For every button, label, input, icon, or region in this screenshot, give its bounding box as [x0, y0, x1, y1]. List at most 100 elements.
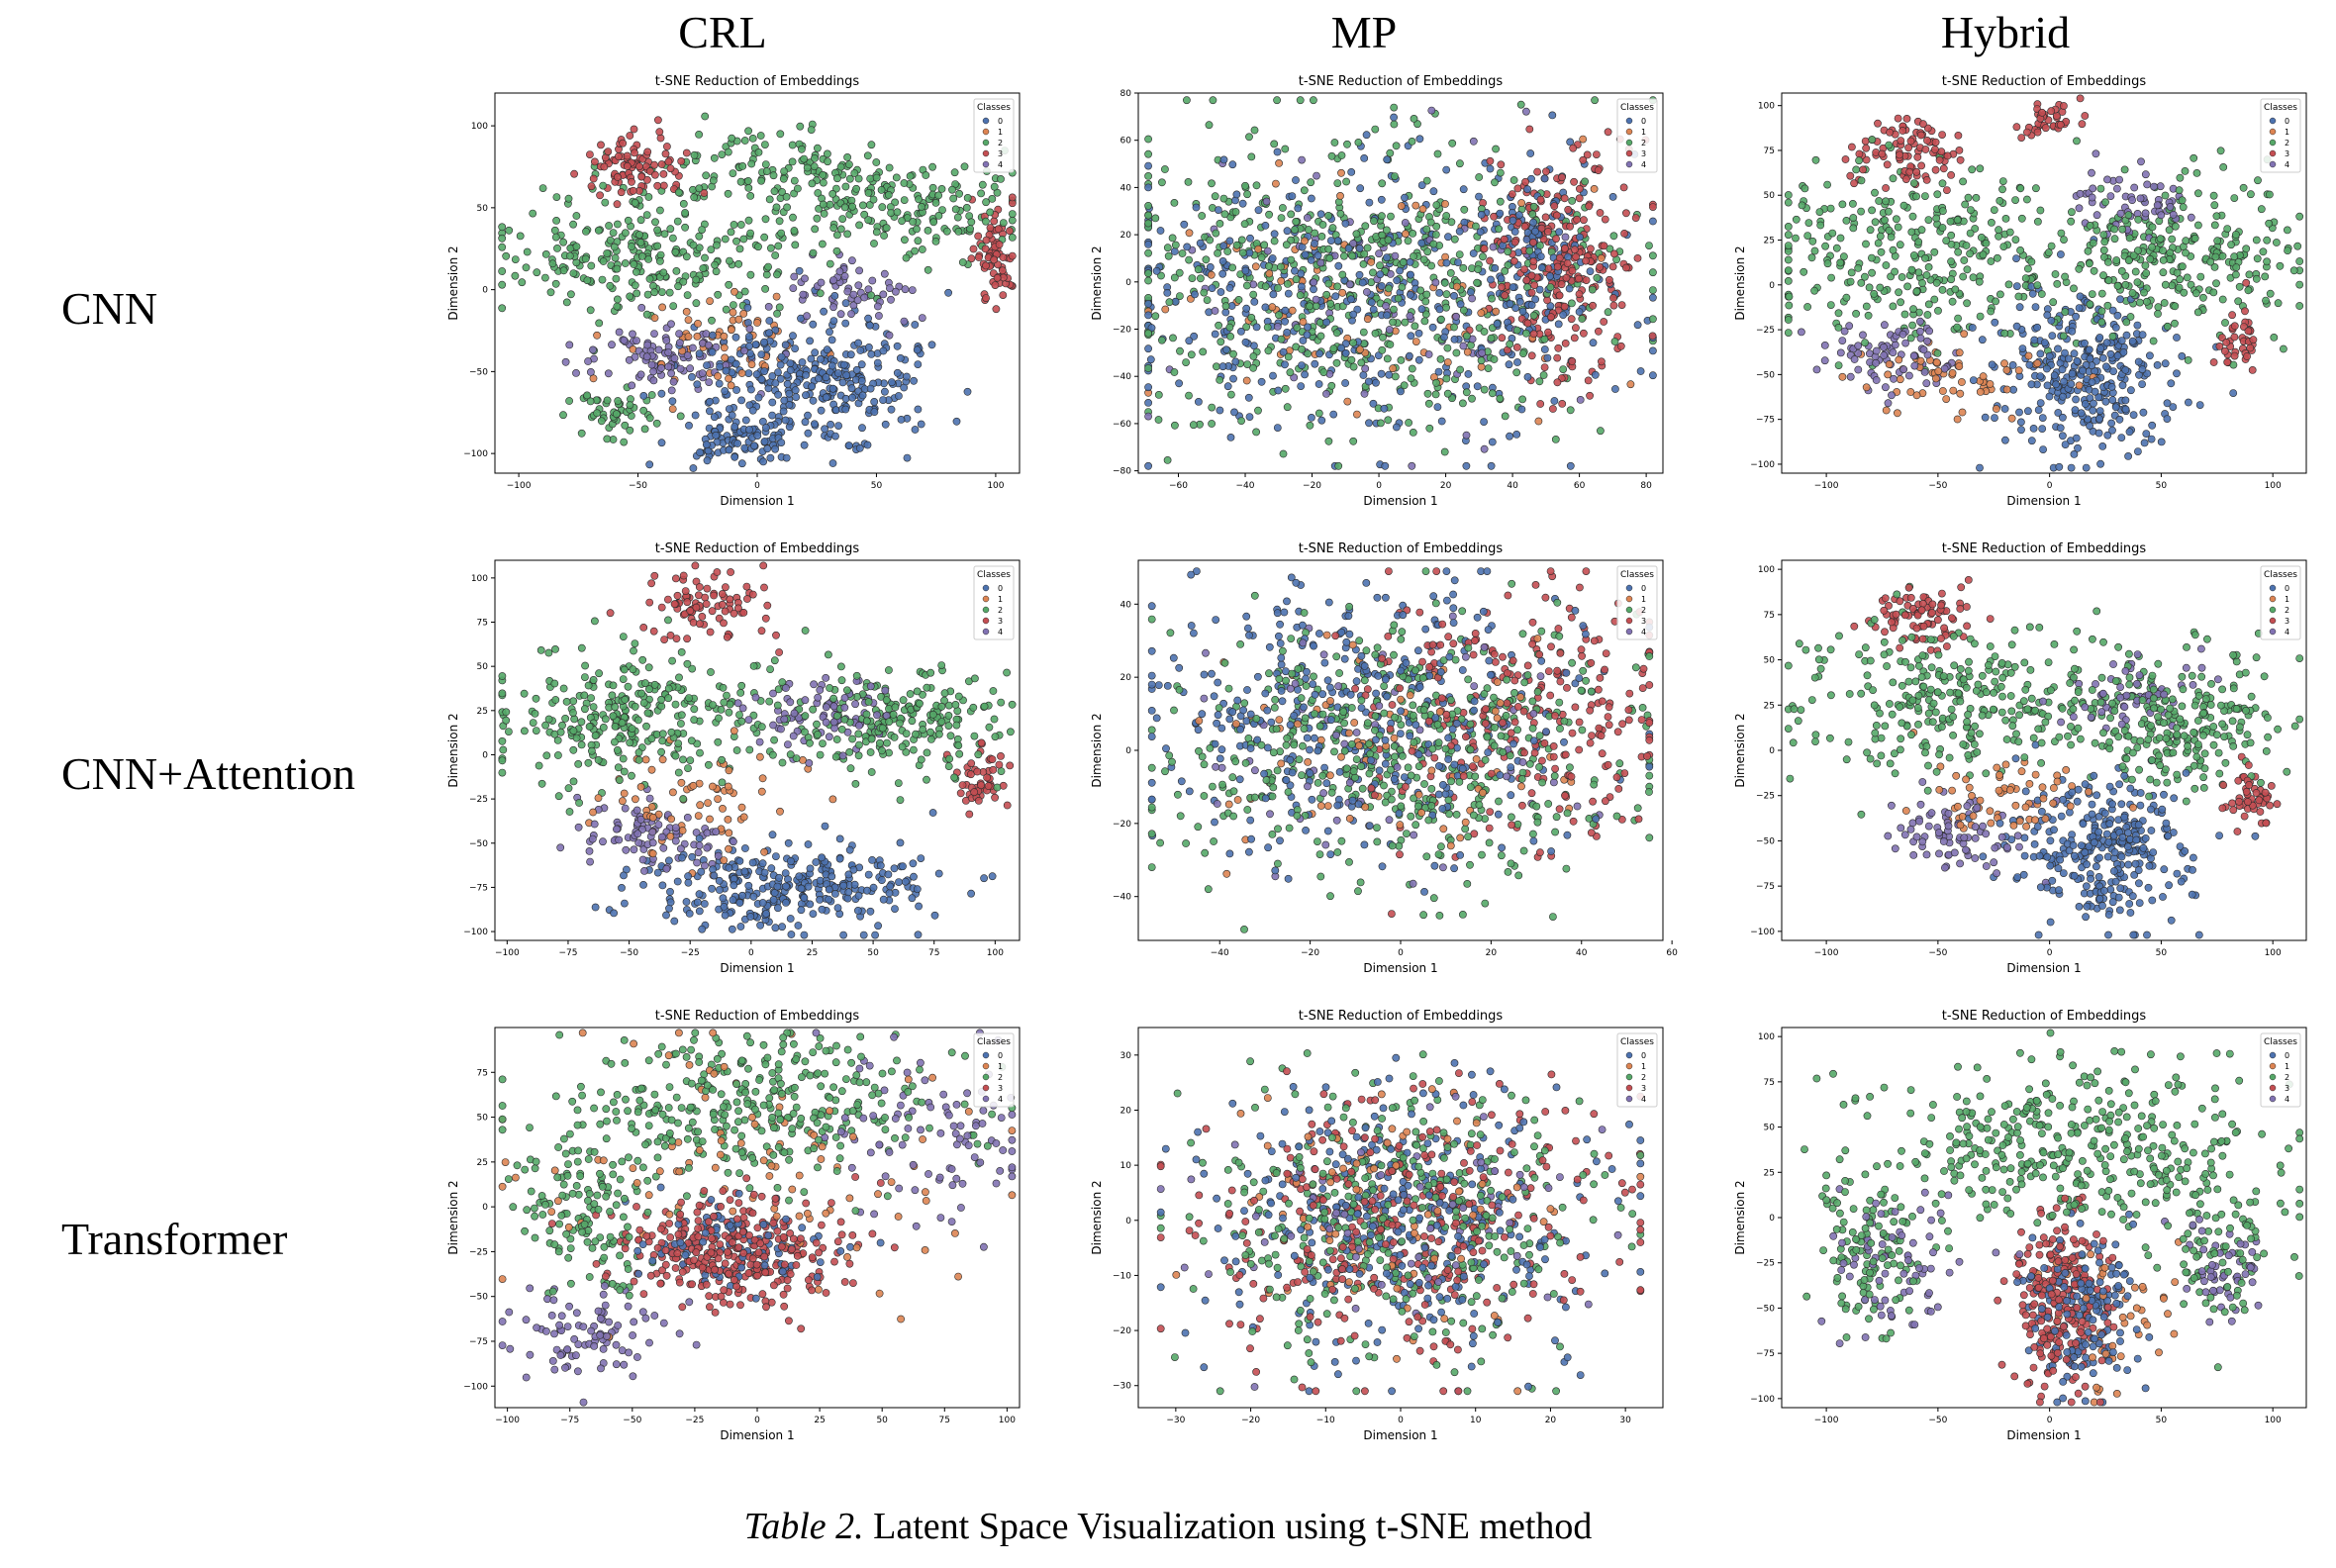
data-point-class-2 [642, 722, 650, 731]
data-point-class-2 [872, 173, 881, 182]
data-point-class-0 [727, 355, 735, 364]
data-point-class-2 [647, 391, 656, 399]
data-point-class-4 [1290, 373, 1299, 382]
data-point-class-3 [1580, 329, 1588, 338]
data-point-class-2 [1866, 226, 1875, 235]
data-point-class-0 [809, 910, 818, 918]
data-point-class-4 [799, 290, 808, 299]
data-point-class-0 [732, 386, 740, 394]
data-point-class-2 [761, 160, 770, 168]
data-point-class-2 [2142, 269, 2151, 277]
data-point-class-2 [1976, 312, 1985, 321]
data-point-class-2 [1798, 201, 1806, 210]
data-point-class-2 [611, 253, 620, 262]
data-point-class-3 [630, 125, 638, 134]
data-point-class-4 [1310, 278, 1318, 287]
data-point-class-0 [777, 352, 786, 361]
data-point-class-2 [1459, 263, 1468, 272]
data-point-class-0 [2138, 365, 2147, 374]
scatter-panel: t-SNE Reduction of Embeddings −100 −75 −50−… [426, 535, 1039, 990]
data-point-class-0 [1488, 438, 1497, 446]
data-point-class-2 [1300, 186, 1309, 195]
data-point-class-3 [982, 236, 991, 245]
data-point-class-4 [649, 376, 658, 385]
data-point-class-3 [991, 281, 1000, 289]
data-point-class-2 [498, 243, 507, 251]
data-point-class-2 [1270, 237, 1279, 245]
data-point-class-2 [2235, 282, 2244, 291]
data-point-class-0 [1559, 311, 1568, 319]
legend-marker [2269, 139, 2277, 147]
data-point-class-0 [841, 299, 850, 308]
data-point-class-3 [1552, 235, 1560, 244]
data-point-class-4 [643, 341, 651, 349]
data-point-class-0 [2111, 323, 2120, 332]
data-point-class-4 [853, 296, 862, 305]
data-point-class-2 [1408, 138, 1416, 146]
data-point-class-4 [1408, 461, 1416, 470]
data-point-class-0 [844, 441, 853, 449]
data-point-class-2 [1947, 257, 1955, 266]
data-point-class-0 [768, 398, 777, 407]
data-point-class-0 [758, 417, 767, 426]
data-point-class-2 [988, 194, 997, 203]
data-point-class-2 [829, 224, 838, 233]
data-point-class-2 [828, 190, 837, 198]
data-point-class-2 [1425, 424, 1434, 433]
data-point-class-2 [1460, 205, 1469, 214]
data-point-class-3 [1510, 238, 1519, 246]
data-point-class-3 [1931, 138, 1940, 147]
data-point-class-2 [749, 711, 758, 720]
data-point-class-4 [745, 325, 754, 333]
data-point-class-2 [1963, 299, 1971, 308]
data-point-class-2 [1324, 279, 1333, 288]
data-point-class-0 [801, 418, 810, 427]
data-point-class-2 [605, 222, 613, 230]
data-point-class-4 [1489, 243, 1498, 251]
data-point-class-2 [1144, 269, 1152, 278]
data-point-class-2 [1909, 179, 1918, 187]
data-point-class-0 [708, 347, 717, 356]
data-point-class-2 [1450, 323, 1458, 332]
data-point-class-4 [900, 317, 909, 326]
data-point-class-2 [1924, 300, 1933, 309]
data-point-class-2 [1875, 197, 1884, 205]
data-point-class-2 [1214, 248, 1221, 257]
data-point-class-2 [1559, 365, 1568, 373]
data-point-class-2 [2247, 190, 2255, 199]
data-point-class-2 [997, 175, 1005, 183]
data-point-class-3 [1568, 266, 1577, 275]
data-point-class-4 [879, 290, 888, 299]
data-point-class-2 [831, 184, 840, 193]
data-point-class-2 [917, 755, 925, 764]
data-point-class-0 [721, 387, 730, 395]
data-point-class-2 [2190, 234, 2199, 243]
data-point-class-2 [699, 264, 708, 272]
data-point-class-2 [638, 655, 647, 664]
data-point-class-0 [1978, 336, 1987, 344]
data-point-class-1 [650, 314, 659, 322]
data-point-class-2 [1257, 253, 1266, 262]
data-point-class-2 [1953, 216, 1962, 225]
data-point-class-4 [1361, 364, 1370, 373]
data-point-class-0 [1245, 248, 1254, 257]
data-point-class-2 [1894, 223, 1902, 232]
data-point-class-1 [757, 787, 766, 796]
data-point-class-0 [1475, 192, 1483, 201]
data-point-class-3 [1905, 167, 1914, 176]
legend-title: Classes [2264, 103, 2297, 113]
data-point-class-2 [619, 675, 628, 683]
data-point-class-0 [1405, 351, 1413, 360]
data-point-class-2 [735, 245, 744, 253]
data-point-class-2 [2230, 194, 2239, 202]
data-point-class-0 [795, 266, 804, 275]
data-point-class-0 [2048, 332, 2057, 340]
data-point-class-0 [1401, 193, 1409, 202]
data-point-class-3 [2078, 120, 2087, 129]
data-point-class-2 [2190, 153, 2198, 162]
data-point-class-2 [953, 213, 962, 222]
data-point-class-2 [1378, 345, 1387, 354]
data-point-class-2 [1349, 339, 1357, 347]
data-point-class-2 [569, 269, 578, 277]
data-point-class-4 [1521, 107, 1530, 116]
